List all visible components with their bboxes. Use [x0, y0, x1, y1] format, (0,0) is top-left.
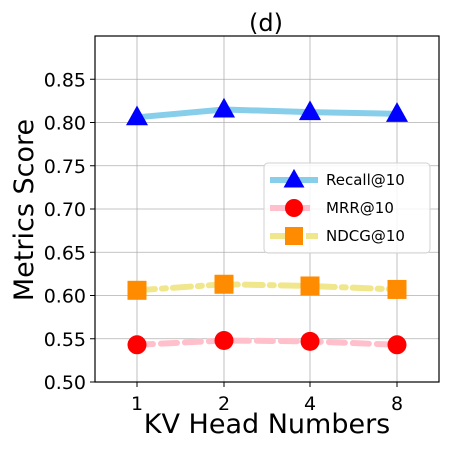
y-tick-label: 0.60 — [44, 286, 86, 308]
y-tick-label: 0.65 — [44, 242, 86, 264]
x-axis-ticks: 1 2 4 8 — [131, 382, 403, 415]
legend-label: NDCG@10 — [326, 227, 405, 245]
data-point-recall-10 — [212, 97, 236, 118]
data-point-ndcg-10 — [387, 279, 407, 299]
data-point-recall-10 — [125, 105, 149, 126]
series-line-ndcg-10 — [134, 281, 400, 294]
plot-frame — [94, 35, 440, 383]
x-tick-label: 2 — [218, 393, 230, 415]
y-axis-ticks: 0.50 0.55 0.60 0.65 0.70 0.75 0.80 0.85 — [44, 69, 95, 394]
y-axis-title: Metrics Score — [9, 119, 40, 301]
x-axis-title: KV Head Numbers — [144, 409, 390, 440]
x-tick-label: 8 — [391, 393, 403, 415]
series — [125, 97, 409, 355]
data-point-mrr-10 — [127, 335, 147, 355]
y-tick-label: 0.55 — [44, 329, 86, 351]
data-point-recall-10 — [298, 100, 322, 121]
series-mrr-10 — [127, 330, 407, 355]
legend-item-recall-10: Recall@10 — [270, 168, 405, 189]
legend-marker — [285, 199, 303, 217]
x-tick-label: 1 — [131, 393, 143, 415]
legend-label: MRR@10 — [326, 199, 394, 217]
y-tick-label: 0.70 — [44, 199, 86, 221]
chart-title: (d) — [249, 9, 283, 37]
data-point-mrr-10 — [387, 335, 407, 355]
data-point-recall-10 — [385, 102, 409, 122]
series-ndcg-10 — [127, 274, 407, 300]
series-recall-10 — [125, 97, 409, 126]
series-line-recall-10 — [134, 106, 400, 121]
y-tick-label: 0.50 — [44, 372, 86, 394]
y-tick-label: 0.80 — [44, 113, 86, 135]
series-line-mrr-10 — [134, 337, 400, 348]
legend-marker — [285, 227, 303, 245]
data-point-mrr-10 — [214, 330, 234, 350]
legend-item-ndcg-10: NDCG@10 — [270, 227, 405, 245]
data-point-ndcg-10 — [214, 274, 234, 294]
legend-box — [263, 162, 431, 254]
y-tick-label: 0.85 — [44, 69, 86, 91]
legend-marker — [283, 168, 305, 188]
data-point-ndcg-10 — [300, 276, 320, 296]
x-tick-label: 4 — [304, 393, 316, 415]
y-tick-label: 0.75 — [44, 156, 86, 178]
legend: Recall@10 MRR@10 NDCG@10 — [263, 162, 431, 254]
data-point-ndcg-10 — [127, 280, 147, 300]
legend-item-mrr-10: MRR@10 — [270, 199, 394, 217]
data-point-mrr-10 — [300, 331, 320, 351]
legend-label: Recall@10 — [326, 171, 405, 189]
